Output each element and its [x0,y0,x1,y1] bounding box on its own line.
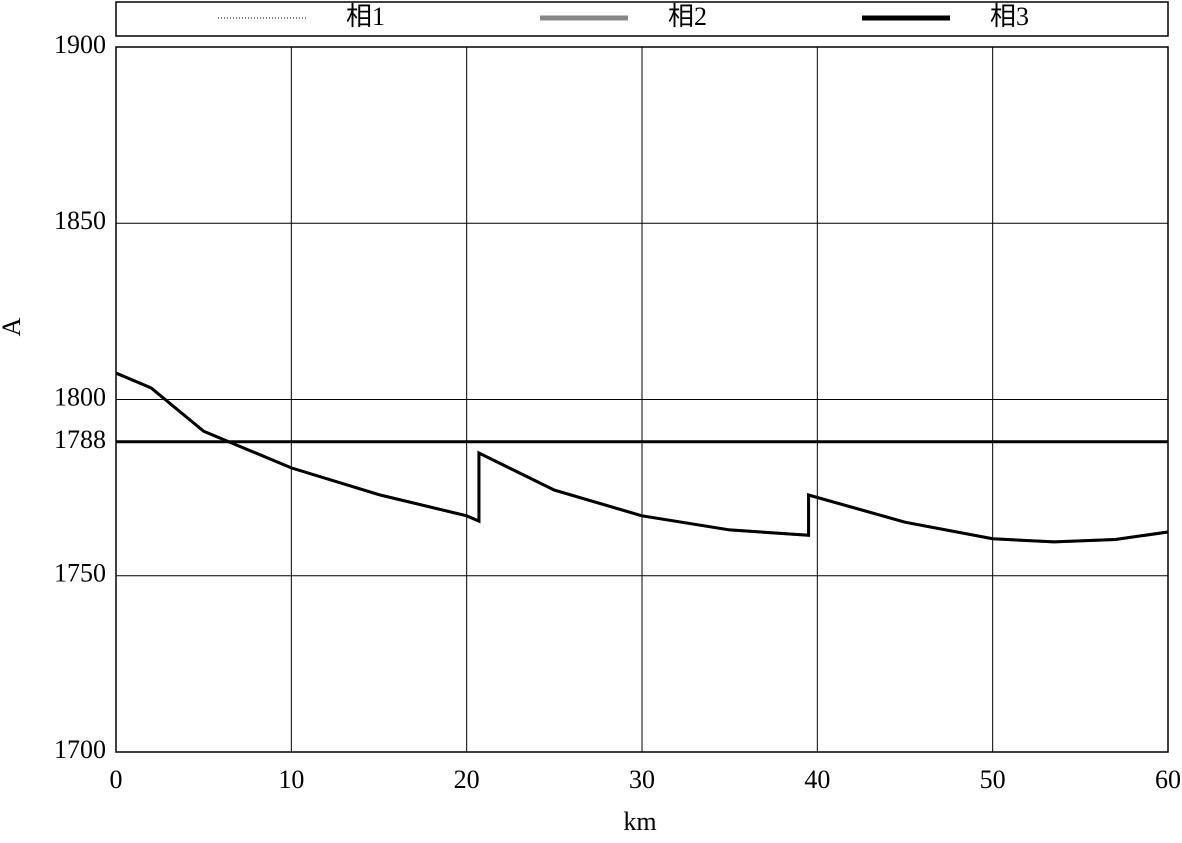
x-tick-label: 0 [110,765,123,794]
x-tick-label: 40 [804,765,830,794]
plot-frame [115,46,1169,753]
x-tick-label: 30 [629,765,655,794]
legend-box [115,1,1169,37]
y-tick-label: 1800 [54,382,106,411]
y-tick-label: 1700 [54,735,106,764]
y-axis-label: A [0,317,26,336]
x-tick-label: 60 [1155,765,1181,794]
series-line [115,371,1169,544]
x-tick-label: 10 [278,765,304,794]
legend-label: 相2 [668,2,707,31]
y-tick-label: 1750 [54,559,106,588]
y-tick-label: 1788 [54,425,106,454]
y-tick-label: 1850 [54,206,106,235]
legend-label: 相3 [990,2,1029,31]
x-tick-label: 20 [454,765,480,794]
y-tick-label: 1900 [54,30,106,59]
legend-label: 相1 [346,2,385,31]
x-axis-label: km [623,807,656,836]
x-tick-label: 50 [980,765,1006,794]
